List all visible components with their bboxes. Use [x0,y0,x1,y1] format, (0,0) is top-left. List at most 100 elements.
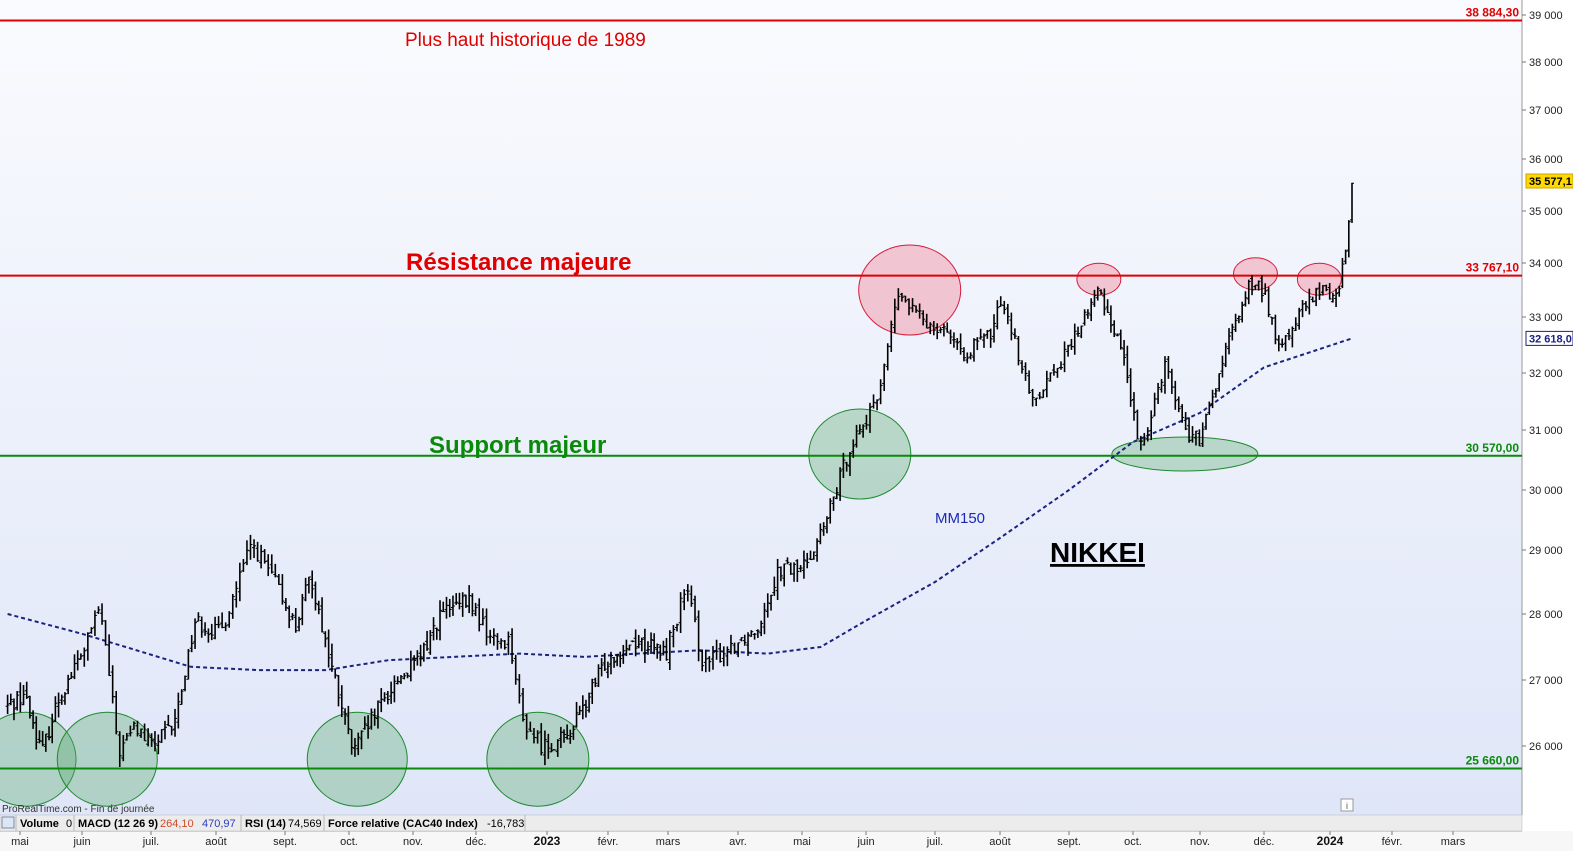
price-bar [8,693,13,706]
price-bar [1055,367,1060,378]
macd-label[interactable]: MACD (12 26 9) [78,818,158,830]
x-tick-label: sept. [1057,836,1081,848]
price-bar [1220,355,1225,378]
x-tick-label: févr. [1382,836,1403,848]
price-bar [1062,341,1067,373]
price-bar [392,675,397,703]
svg-text:i: i [1346,801,1348,811]
price-bar [89,627,94,634]
price-bar [1051,363,1056,376]
x-tick-label: août [205,836,226,848]
price-bar [732,642,737,655]
price-bar [1016,335,1021,366]
volume-label[interactable]: Volume [20,818,59,830]
price-bar [612,656,617,668]
price-bar [854,424,859,448]
price-bar [1102,288,1107,316]
price-bar [1290,326,1295,348]
price-bar [149,733,154,747]
price-bar [535,730,540,744]
price-bar [1286,328,1291,341]
price-bar [834,487,839,500]
x-tick-label: avr. [729,836,747,848]
price-bar [542,730,547,766]
price-bar [602,653,607,671]
price-bar [362,716,367,730]
price-bar [1233,313,1238,332]
price-bar [121,735,126,762]
price-bar [621,644,626,664]
price-bar [778,566,783,582]
y-tick-label: 39 000 [1529,10,1563,22]
resistance-test-circle [858,244,962,336]
price-bar [300,593,305,626]
price-bar [186,648,191,680]
macd-value-2: 470,97 [202,818,236,830]
price-bar [280,574,285,605]
y-tick-label: 32 000 [1529,368,1563,380]
price-bar [958,333,963,355]
price-bar [1273,314,1278,345]
price-bar [851,439,856,458]
price-bar [1343,249,1348,265]
price-bar [1246,279,1251,305]
price-bar [418,644,423,667]
price-bar [352,738,357,757]
rsi-label[interactable]: RSI (14) [245,818,286,830]
price-bar [1324,284,1329,292]
price-bar [667,630,672,671]
price-bar [725,646,730,667]
plot-background [0,0,1522,815]
x-tick-label: nov. [1190,836,1210,848]
relative-strength-label[interactable]: Force relative (CAC40 Index) [328,818,478,830]
price-bar [899,292,904,302]
price-bar [1190,426,1195,443]
price-bar [488,629,493,644]
price-bar [346,705,351,735]
price-bar [1350,182,1354,223]
price-bar [513,654,518,685]
price-bar [818,523,823,545]
price-bar [985,330,990,339]
price-bar [1310,296,1315,303]
price-bar [1266,286,1271,318]
price-bar [189,635,194,653]
price-bar [1159,378,1164,393]
x-tick-label: févr. [598,836,619,848]
support-test-circle [306,711,408,807]
ath-annotation: Plus haut historique de 1989 [405,30,646,51]
x-tick-label: 2024 [1317,834,1344,848]
price-bar [955,338,960,350]
price-bar [343,708,348,725]
info-icon[interactable]: i [1340,798,1354,812]
price-bar [661,640,666,656]
price-bar [131,721,136,730]
price-bar [438,600,443,641]
y-tick-label: 33 000 [1529,312,1563,324]
price-bar [749,630,754,637]
price-bar [831,496,836,511]
price-bar [739,637,744,642]
price-bar [1092,289,1097,307]
price-bar [562,729,567,743]
x-tick-label: déc. [1254,836,1275,848]
price-bar [718,643,723,663]
source-label: ProRealTime.com - Fin de journée [2,804,155,815]
price-bar [43,733,48,752]
price-bar [369,708,374,730]
price-bar [1337,285,1342,297]
price-bar [333,668,338,679]
price-bar [642,628,647,663]
x-tick-label: nov. [403,836,423,848]
x-tick-label: août [989,836,1010,848]
resistance-test-circle [1076,262,1122,296]
price-bar [995,300,1000,330]
price-bar [107,634,112,677]
price-bar [50,713,55,744]
level-value-label: 25 660,00 [1466,753,1520,767]
indicator-toggle-icon[interactable] [1,816,15,829]
price-bar [66,674,71,695]
price-bar [1230,323,1235,341]
